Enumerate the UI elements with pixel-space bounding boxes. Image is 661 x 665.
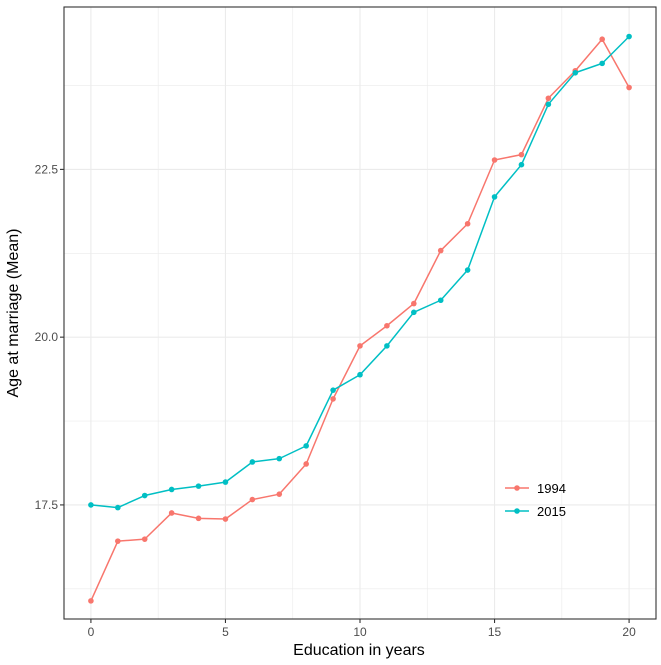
data-point-1994 bbox=[276, 491, 283, 497]
data-point-1994 bbox=[303, 461, 309, 467]
data-point-2015 bbox=[276, 455, 283, 462]
data-point-1994 bbox=[141, 536, 148, 542]
data-point-1994 bbox=[330, 396, 336, 402]
data-point-2015 bbox=[115, 504, 121, 511]
data-point-1994 bbox=[464, 220, 471, 227]
y-tick-label: 22.5 bbox=[35, 162, 59, 176]
legend-label: 2015 bbox=[537, 504, 566, 519]
data-point-1994 bbox=[626, 84, 632, 91]
legend-key-point bbox=[514, 485, 520, 491]
legend: 1994 2015 bbox=[505, 481, 566, 519]
x-tick-label: 20 bbox=[622, 625, 636, 639]
data-point-1994 bbox=[518, 151, 525, 158]
data-point-1994 bbox=[249, 496, 256, 503]
data-point-1994 bbox=[545, 95, 552, 102]
x-tick-label: 10 bbox=[353, 625, 367, 639]
x-axis: 0 5 10 15 20 bbox=[88, 619, 636, 639]
data-point-2015 bbox=[249, 459, 256, 465]
legend-label: 1994 bbox=[537, 481, 566, 496]
data-point-2015 bbox=[518, 161, 525, 168]
data-point-1994 bbox=[384, 322, 390, 329]
data-point-1994 bbox=[411, 300, 417, 307]
data-point-2015 bbox=[168, 486, 175, 493]
y-axis-label: Age at marriage (Mean) bbox=[5, 229, 22, 398]
data-point-1994 bbox=[599, 36, 605, 43]
x-axis-label: Education in years bbox=[293, 642, 425, 659]
data-point-2015 bbox=[572, 69, 579, 76]
data-point-2015 bbox=[599, 60, 605, 67]
data-point-1994 bbox=[437, 247, 444, 254]
data-point-2015 bbox=[491, 194, 498, 200]
data-point-1994 bbox=[195, 515, 202, 522]
data-point-2015 bbox=[437, 297, 444, 304]
data-point-2015 bbox=[222, 479, 229, 485]
data-point-2015 bbox=[88, 502, 94, 508]
series-layer bbox=[88, 33, 632, 604]
data-point-2015 bbox=[411, 309, 417, 316]
data-point-1994 bbox=[357, 343, 363, 349]
data-point-2015 bbox=[141, 492, 148, 499]
y-tick-label: 17.5 bbox=[35, 498, 59, 512]
data-point-2015 bbox=[464, 267, 471, 273]
x-tick-label: 5 bbox=[222, 625, 229, 639]
data-point-2015 bbox=[195, 483, 202, 489]
data-point-2015 bbox=[545, 101, 552, 108]
y-tick-label: 20.0 bbox=[35, 330, 59, 344]
data-point-2015 bbox=[384, 343, 390, 349]
x-tick-label: 0 bbox=[88, 625, 95, 639]
data-point-1994 bbox=[88, 598, 94, 604]
x-tick-label: 15 bbox=[488, 625, 502, 639]
data-point-1994 bbox=[222, 516, 229, 522]
data-point-2015 bbox=[357, 371, 363, 378]
data-point-2015 bbox=[303, 443, 309, 449]
data-point-2015 bbox=[626, 33, 632, 40]
y-axis: 17.5 20.0 22.5 bbox=[35, 162, 64, 512]
legend-key-point bbox=[514, 508, 520, 514]
data-point-1994 bbox=[168, 510, 175, 516]
data-point-2015 bbox=[330, 387, 336, 393]
data-point-1994 bbox=[115, 538, 121, 544]
data-point-1994 bbox=[491, 157, 498, 163]
